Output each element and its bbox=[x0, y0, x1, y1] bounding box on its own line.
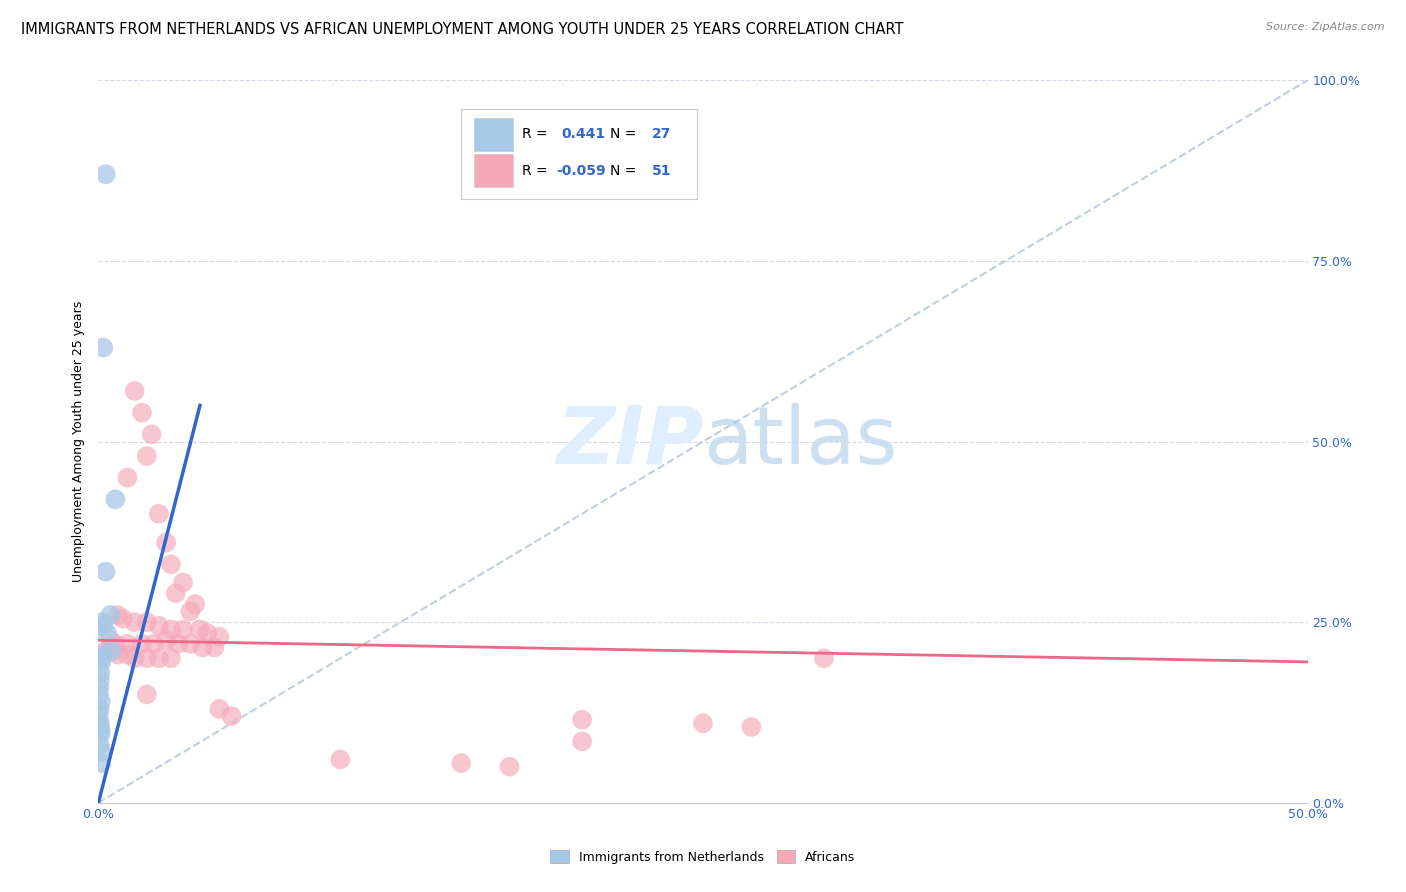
Point bbox=[89, 665, 111, 680]
FancyBboxPatch shape bbox=[461, 109, 697, 200]
Point bbox=[90, 655, 112, 669]
Y-axis label: Unemployment Among Youth under 25 years: Unemployment Among Youth under 25 years bbox=[72, 301, 86, 582]
Point bbox=[104, 637, 127, 651]
Point bbox=[124, 615, 146, 630]
Point bbox=[100, 633, 122, 648]
Point bbox=[100, 644, 122, 658]
Point bbox=[94, 644, 117, 658]
Point bbox=[89, 702, 111, 716]
Point bbox=[94, 565, 117, 579]
Point bbox=[91, 615, 114, 630]
Point bbox=[179, 637, 201, 651]
Point bbox=[172, 623, 194, 637]
Point bbox=[191, 640, 214, 655]
Point bbox=[117, 471, 139, 485]
Point bbox=[167, 637, 190, 651]
Point bbox=[188, 623, 211, 637]
Point bbox=[148, 651, 170, 665]
Point bbox=[160, 651, 183, 665]
Text: atlas: atlas bbox=[703, 402, 897, 481]
Point bbox=[208, 702, 231, 716]
Text: N =: N = bbox=[610, 163, 641, 178]
Point bbox=[160, 558, 183, 572]
Point bbox=[135, 651, 157, 665]
Point bbox=[813, 651, 835, 665]
Legend: Immigrants from Netherlands, Africans: Immigrants from Netherlands, Africans bbox=[546, 846, 860, 869]
Point bbox=[90, 723, 112, 738]
Point bbox=[89, 680, 111, 694]
Point bbox=[90, 651, 112, 665]
Point bbox=[107, 648, 129, 662]
FancyBboxPatch shape bbox=[474, 118, 513, 151]
Point bbox=[131, 637, 153, 651]
Point bbox=[148, 507, 170, 521]
Point bbox=[107, 607, 129, 622]
Point bbox=[135, 449, 157, 463]
Point bbox=[124, 651, 146, 665]
Text: R =: R = bbox=[522, 128, 551, 142]
Text: N =: N = bbox=[610, 128, 641, 142]
Point bbox=[117, 648, 139, 662]
Point bbox=[89, 651, 111, 665]
Point bbox=[135, 687, 157, 701]
Point bbox=[111, 611, 134, 625]
Point bbox=[179, 604, 201, 618]
Point bbox=[148, 619, 170, 633]
Point bbox=[143, 637, 166, 651]
Point bbox=[90, 756, 112, 770]
Point bbox=[450, 756, 472, 770]
Point bbox=[221, 709, 243, 723]
Point bbox=[172, 575, 194, 590]
Point bbox=[692, 716, 714, 731]
Point bbox=[89, 720, 111, 734]
Text: 51: 51 bbox=[652, 163, 672, 178]
Point bbox=[160, 623, 183, 637]
Point bbox=[89, 716, 111, 731]
Point bbox=[155, 535, 177, 549]
Point bbox=[195, 626, 218, 640]
Point bbox=[135, 615, 157, 630]
Point bbox=[89, 727, 111, 741]
Point bbox=[100, 644, 122, 658]
Point bbox=[204, 640, 226, 655]
Point bbox=[96, 626, 118, 640]
Text: Source: ZipAtlas.com: Source: ZipAtlas.com bbox=[1267, 22, 1385, 32]
Point bbox=[184, 597, 207, 611]
Point bbox=[100, 607, 122, 622]
Point bbox=[124, 384, 146, 398]
Text: IMMIGRANTS FROM NETHERLANDS VS AFRICAN UNEMPLOYMENT AMONG YOUTH UNDER 25 YEARS C: IMMIGRANTS FROM NETHERLANDS VS AFRICAN U… bbox=[21, 22, 904, 37]
Point bbox=[91, 648, 114, 662]
Point bbox=[89, 687, 111, 701]
Point bbox=[329, 752, 352, 766]
Point bbox=[165, 586, 187, 600]
Text: 27: 27 bbox=[652, 128, 672, 142]
Point bbox=[89, 738, 111, 752]
Point bbox=[91, 619, 114, 633]
Text: R =: R = bbox=[522, 163, 551, 178]
Text: ZIP: ZIP bbox=[555, 402, 703, 481]
Point bbox=[155, 633, 177, 648]
Point bbox=[131, 406, 153, 420]
FancyBboxPatch shape bbox=[474, 154, 513, 187]
Point bbox=[117, 637, 139, 651]
Point bbox=[498, 760, 520, 774]
Point bbox=[571, 713, 593, 727]
Point bbox=[208, 630, 231, 644]
Point bbox=[87, 709, 110, 723]
Point bbox=[104, 492, 127, 507]
Point bbox=[571, 734, 593, 748]
Point bbox=[740, 720, 762, 734]
Point bbox=[94, 167, 117, 181]
Point bbox=[141, 427, 163, 442]
Text: 0.441: 0.441 bbox=[561, 128, 606, 142]
Point bbox=[89, 673, 111, 687]
Point bbox=[90, 695, 112, 709]
Text: -0.059: -0.059 bbox=[557, 163, 606, 178]
Point bbox=[91, 341, 114, 355]
Point bbox=[91, 745, 114, 759]
